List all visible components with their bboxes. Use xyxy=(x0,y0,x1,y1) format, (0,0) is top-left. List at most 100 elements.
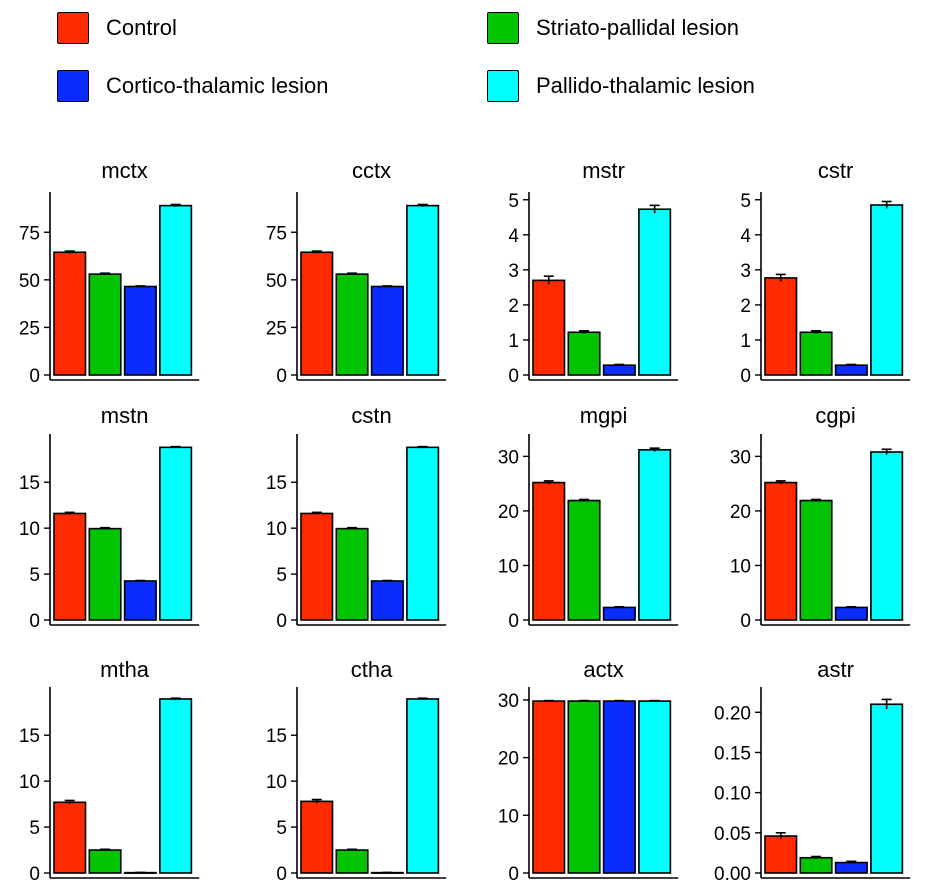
y-tick-label-mgpi-3: 30 xyxy=(498,447,519,468)
y-tick-label-ctha-2: 10 xyxy=(266,772,287,793)
y-tick-label-cstr-2: 2 xyxy=(740,296,751,317)
y-tick-label-mstn-1: 5 xyxy=(29,565,40,586)
y-tick-label-cstr-0: 0 xyxy=(740,366,751,387)
panel-title-actx: actx xyxy=(583,657,623,682)
y-tick-label-mstn-2: 10 xyxy=(19,519,40,540)
y-tick-label-ctha-0: 0 xyxy=(276,864,287,883)
panel-title-cstr: cstr xyxy=(818,158,853,183)
panel-title-astr: astr xyxy=(817,657,854,682)
bar-mstr-2 xyxy=(602,364,636,376)
bar-cstn-1 xyxy=(335,527,369,621)
bar-actx-1 xyxy=(567,700,601,874)
bar-mstn-2 xyxy=(123,580,157,621)
panel-cstr: cstr 0 1 2 3 4 5 xyxy=(740,158,911,387)
bar-cgpi-2 xyxy=(834,606,868,621)
panel-title-cstn: cstn xyxy=(351,403,391,428)
bar-mstn-1 xyxy=(88,527,122,621)
panel-title-mstr: mstr xyxy=(582,158,625,183)
bar-cstr-3 xyxy=(870,204,904,376)
y-tick-label-mtha-2: 10 xyxy=(19,772,40,793)
y-tick-label-cstn-3: 15 xyxy=(266,473,287,494)
panel-cstn: cstn 0 5 10 15 xyxy=(266,403,447,632)
bar-astr-1 xyxy=(799,856,833,874)
bar-mstn-0 xyxy=(53,512,87,621)
panel-title-mtha: mtha xyxy=(100,657,150,682)
bar-cgpi-3 xyxy=(870,451,904,621)
y-tick-label-mstr-3: 3 xyxy=(508,261,519,282)
bar-cctx-2 xyxy=(370,285,404,376)
y-tick-label-actx-2: 20 xyxy=(498,749,519,770)
panel-cgpi: cgpi 0 10 20 30 xyxy=(730,403,911,632)
bar-mctx-3 xyxy=(159,204,193,376)
bar-mstr-3 xyxy=(638,208,672,376)
bar-mstr-1 xyxy=(567,331,601,376)
legend-label-striato-pallidal: Striato-pallidal lesion xyxy=(536,15,739,40)
y-tick-label-astr-4: 0.20 xyxy=(714,703,751,724)
y-tick-label-cstn-2: 10 xyxy=(266,519,287,540)
y-tick-label-actx-3: 30 xyxy=(498,691,519,712)
bar-mtha-1 xyxy=(88,849,122,874)
bar-cstn-3 xyxy=(406,446,440,621)
y-tick-label-ctha-1: 5 xyxy=(276,818,287,839)
y-tick-label-mctx-1: 25 xyxy=(19,318,40,339)
y-tick-label-mctx-3: 75 xyxy=(19,223,40,244)
y-tick-label-mstr-5: 5 xyxy=(508,191,519,212)
bar-mgpi-3 xyxy=(638,449,672,621)
bar-cctx-1 xyxy=(335,273,369,376)
panel-actx: actx 0 10 20 30 xyxy=(498,657,679,883)
legend-swatch-control xyxy=(57,12,89,44)
bar-cctx-3 xyxy=(406,204,440,376)
y-tick-label-mgpi-0: 0 xyxy=(508,611,519,632)
y-tick-label-cgpi-3: 30 xyxy=(730,447,751,468)
legend-swatch-cortico-thalamic xyxy=(57,70,89,102)
y-tick-label-mstn-0: 0 xyxy=(29,611,40,632)
bar-mtha-3 xyxy=(159,698,193,874)
bar-cstr-1 xyxy=(799,331,833,376)
legend-label-cortico-thalamic: Cortico-thalamic lesion xyxy=(106,73,329,98)
y-tick-label-cstr-1: 1 xyxy=(740,331,751,352)
legend-swatch-striato-pallidal xyxy=(487,12,519,44)
panel-title-cgpi: cgpi xyxy=(815,403,855,428)
bar-astr-2 xyxy=(834,861,868,874)
legend-item-cortico-thalamic: Cortico-thalamic lesion xyxy=(57,70,329,102)
bar-cstr-0 xyxy=(764,277,798,376)
bar-mgpi-2 xyxy=(602,606,636,621)
y-tick-label-ctha-3: 15 xyxy=(266,726,287,747)
panel-astr: astr 0.00 0.05 0.10 0.15 0.20 xyxy=(714,657,911,883)
panel-title-mstn: mstn xyxy=(101,403,149,428)
bar-mgpi-1 xyxy=(567,499,601,621)
panel-title-cctx: cctx xyxy=(352,158,391,183)
panel-mctx: mctx 0 25 50 75 xyxy=(19,158,200,387)
y-tick-label-mstn-3: 15 xyxy=(19,473,40,494)
y-tick-label-astr-0: 0.00 xyxy=(714,864,751,883)
panel-cctx: cctx 0 25 50 75 xyxy=(266,158,447,387)
y-tick-label-mstr-0: 0 xyxy=(508,366,519,387)
legend-item-control: Control xyxy=(57,12,177,44)
y-tick-label-cgpi-2: 20 xyxy=(730,502,751,523)
bar-mctx-0 xyxy=(53,251,87,376)
y-tick-label-cgpi-0: 0 xyxy=(740,611,751,632)
bar-mctx-1 xyxy=(88,273,122,376)
y-tick-label-mtha-0: 0 xyxy=(29,864,40,883)
panel-mstr: mstr 0 1 2 3 4 5 xyxy=(508,158,679,387)
legend-swatch-pallido-thalamic xyxy=(487,70,519,102)
y-tick-label-cgpi-1: 10 xyxy=(730,556,751,577)
y-tick-label-mtha-1: 5 xyxy=(29,818,40,839)
y-tick-label-mgpi-1: 10 xyxy=(498,556,519,577)
legend: Control Striato-pallidal lesion Cortico-… xyxy=(0,0,926,120)
y-tick-label-actx-0: 0 xyxy=(508,864,519,883)
bar-mstn-3 xyxy=(159,446,193,621)
panel-mtha: mtha 0 5 10 15 xyxy=(19,657,200,883)
panel-title-mctx: mctx xyxy=(101,158,147,183)
bar-cgpi-1 xyxy=(799,499,833,621)
y-tick-label-mtha-3: 15 xyxy=(19,726,40,747)
panel-title-mgpi: mgpi xyxy=(580,403,628,428)
bar-mgpi-0 xyxy=(532,481,566,621)
legend-item-striato-pallidal: Striato-pallidal lesion xyxy=(487,12,739,44)
panel-title-ctha: ctha xyxy=(351,657,393,682)
bar-astr-3 xyxy=(870,703,904,874)
y-tick-label-astr-3: 0.15 xyxy=(714,743,751,764)
y-tick-label-mstr-4: 4 xyxy=(508,226,519,247)
y-tick-label-mgpi-2: 20 xyxy=(498,502,519,523)
